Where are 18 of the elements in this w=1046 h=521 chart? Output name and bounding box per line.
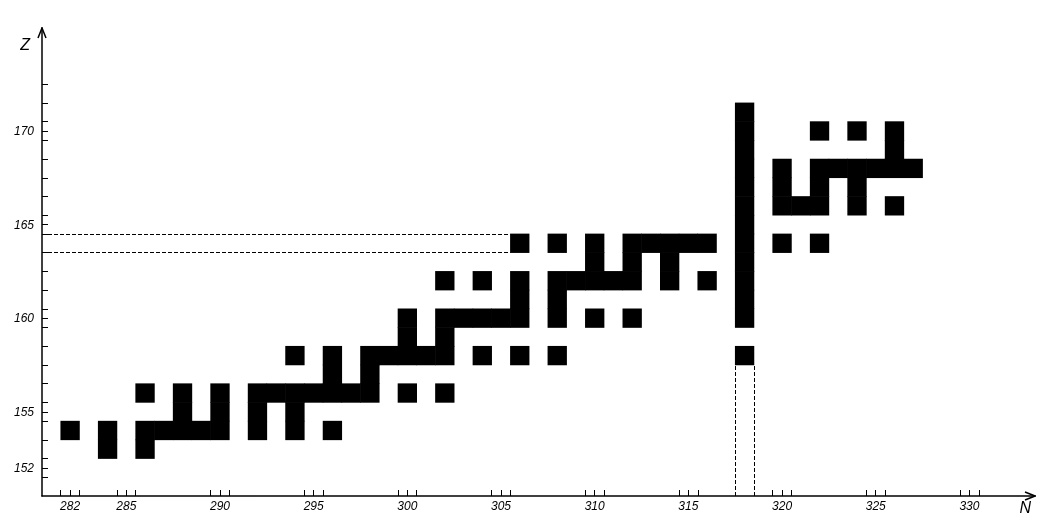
x-tick-label: 320 <box>772 499 793 513</box>
x-tick-label: 282 <box>59 499 81 513</box>
x-tick-label: 300 <box>397 499 418 513</box>
y-tick-label: 170 <box>13 123 35 138</box>
x-tick-label: 325 <box>865 499 887 513</box>
y-tick-label: 165 <box>13 217 35 232</box>
x-tick-label: 285 <box>115 499 137 513</box>
x-axis-title: N <box>1019 498 1032 516</box>
x-tick-label: 295 <box>302 499 324 513</box>
x-tick-label: 290 <box>208 499 231 513</box>
x-tick-label: 330 <box>959 499 980 513</box>
x-tick-label: 315 <box>678 499 699 513</box>
y-tick-label: 152 <box>13 460 35 475</box>
x-tick-label: 305 <box>491 499 512 513</box>
y-axis-title: Z <box>19 35 32 53</box>
y-tick-label: 160 <box>13 311 35 326</box>
x-tick-label: 310 <box>584 499 606 513</box>
y-tick-label: 155 <box>13 404 35 419</box>
